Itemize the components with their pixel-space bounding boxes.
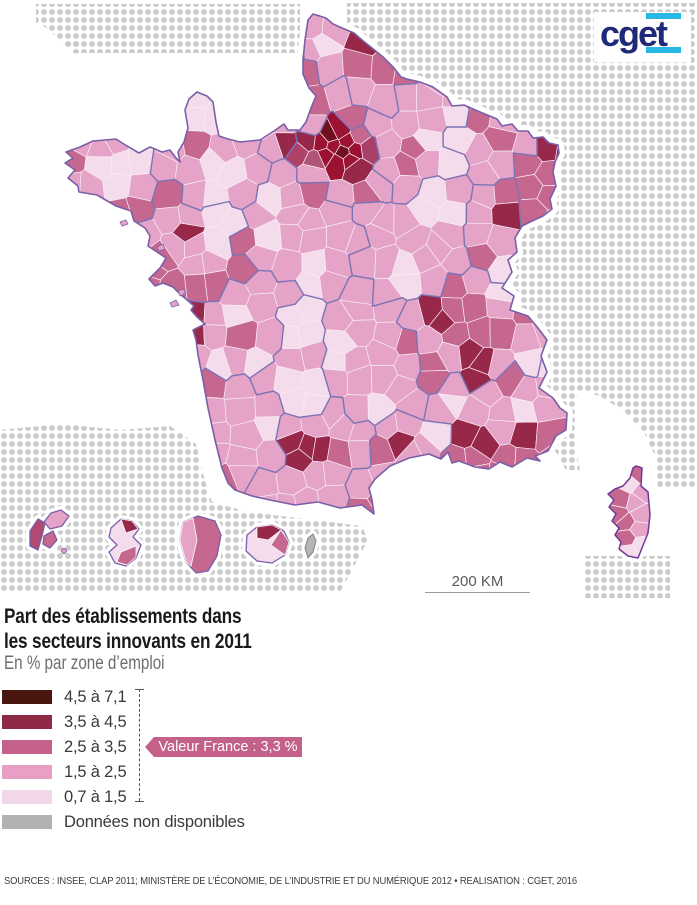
svg-text:cget: cget — [600, 13, 668, 54]
